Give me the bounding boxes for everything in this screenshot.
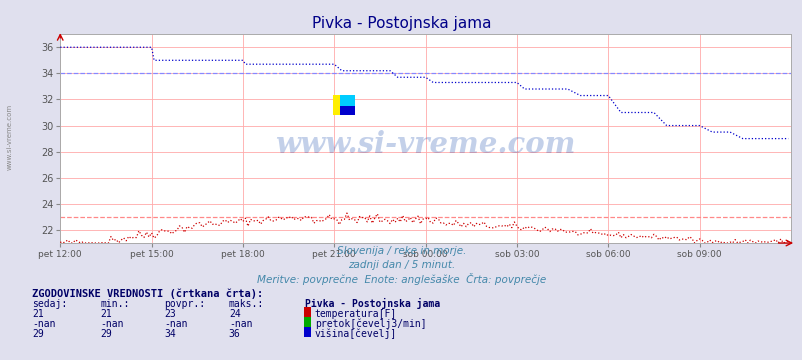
Text: 29: 29 — [32, 329, 44, 339]
Text: višina[čevelj]: višina[čevelj] — [314, 328, 396, 339]
Text: 29: 29 — [100, 329, 112, 339]
Text: ZGODOVINSKE VREDNOSTI (črtkana črta):: ZGODOVINSKE VREDNOSTI (črtkana črta): — [32, 288, 263, 299]
Text: maks.:: maks.: — [229, 299, 264, 309]
Text: temperatura[F]: temperatura[F] — [314, 309, 396, 319]
Text: Meritve: povprečne  Enote: anglešaške  Črta: povprečje: Meritve: povprečne Enote: anglešaške Črt… — [257, 273, 545, 285]
Text: 23: 23 — [164, 309, 176, 319]
Text: 36: 36 — [229, 329, 241, 339]
Text: Pivka - Postojnska jama: Pivka - Postojnska jama — [311, 16, 491, 31]
Text: zadnji dan / 5 minut.: zadnji dan / 5 minut. — [347, 260, 455, 270]
Text: Slovenija / reke in morje.: Slovenija / reke in morje. — [336, 246, 466, 256]
Text: pretok[čevelj3/min]: pretok[čevelj3/min] — [314, 318, 426, 329]
Text: Pivka - Postojnska jama: Pivka - Postojnska jama — [305, 298, 439, 309]
Text: 24: 24 — [229, 309, 241, 319]
Text: 21: 21 — [32, 309, 44, 319]
Text: min.:: min.: — [100, 299, 130, 309]
Text: -nan: -nan — [164, 319, 188, 329]
Text: www.si-vreme.com: www.si-vreme.com — [6, 104, 13, 170]
Text: sedaj:: sedaj: — [32, 299, 67, 309]
Text: -nan: -nan — [229, 319, 252, 329]
Text: -nan: -nan — [32, 319, 55, 329]
Text: -nan: -nan — [100, 319, 124, 329]
Text: 21: 21 — [100, 309, 112, 319]
Text: povpr.:: povpr.: — [164, 299, 205, 309]
Text: www.si-vreme.com: www.si-vreme.com — [275, 130, 575, 159]
Text: 34: 34 — [164, 329, 176, 339]
